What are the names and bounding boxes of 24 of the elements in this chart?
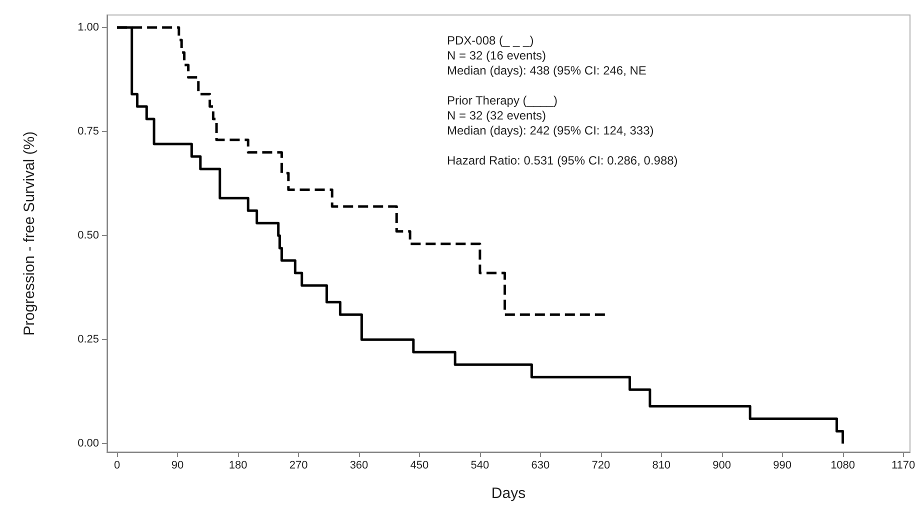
x-tick-label: 0 (114, 460, 120, 472)
y-tick-label: 0.25 (78, 334, 99, 346)
x-tick-label: 810 (652, 460, 671, 472)
annotation: Hazard Ratio: 0.531 (95% CI: 0.286, 0.988) (447, 154, 678, 168)
x-tick-label: 1080 (830, 460, 856, 472)
x-tick-label: 720 (592, 460, 610, 472)
x-tick-label: 360 (350, 460, 368, 472)
y-tick-label: 1.00 (78, 21, 99, 34)
x-tick-label: 990 (773, 460, 792, 472)
y-tick-label: 0.50 (78, 230, 99, 242)
x-axis-title: Days (491, 485, 526, 502)
x-tick-label: 540 (470, 460, 490, 472)
x-tick-label: 630 (531, 460, 550, 472)
x-tick-label: 180 (228, 460, 248, 472)
annotation: PDX-008 (_ _ _) N = 32 (16 events) Median (days): 438 (95% CI: 246, NE (447, 34, 646, 78)
x-tick-label: 270 (289, 460, 308, 472)
x-tick-label: 90 (171, 460, 184, 472)
x-tick-label: 1170 (891, 460, 916, 472)
x-tick-label: 900 (712, 460, 732, 472)
y-axis-title: Progression - free Survival (%) (21, 131, 38, 336)
x-tick-label: 450 (410, 460, 429, 472)
annotation: Prior Therapy (____) N = 32 (32 events) Median (days): 242 (95% CI: 124, 333) (447, 94, 654, 138)
y-tick-label: 0.75 (78, 126, 99, 138)
y-tick-label: 0.00 (78, 438, 99, 450)
